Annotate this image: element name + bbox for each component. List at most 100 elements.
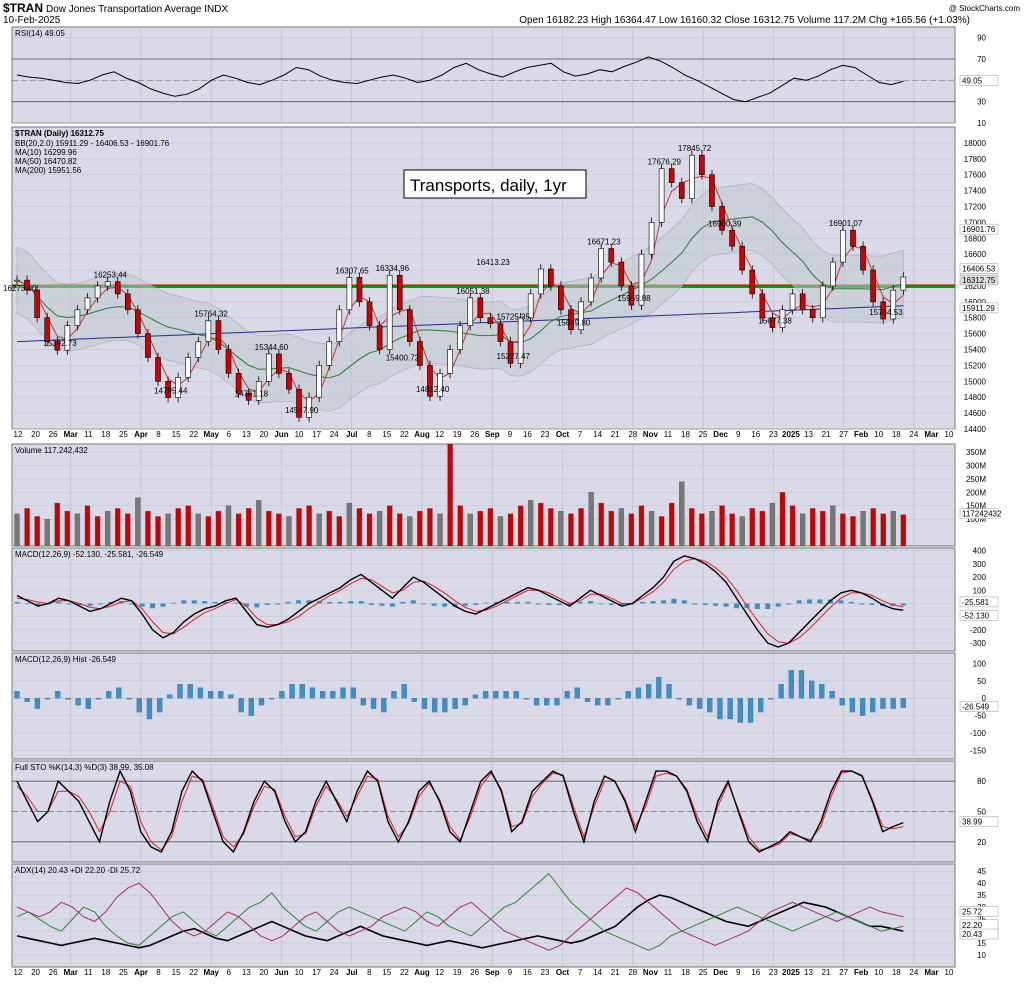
- macd-hist-bar: [625, 691, 631, 699]
- macd-hist-bar: [279, 691, 285, 699]
- x-tick-label: 18: [892, 430, 901, 439]
- volume-bar: [598, 502, 604, 547]
- macd-hist-bar: [692, 603, 698, 605]
- candle-body: [407, 309, 413, 342]
- price-right-label-box: [959, 274, 999, 286]
- candle-body: [467, 297, 474, 326]
- y-tick-label: 14600: [964, 409, 987, 418]
- y-tick-label: 200M: [966, 488, 986, 497]
- x-tick-label: 20: [259, 968, 268, 977]
- macd-hist-bar: [754, 603, 760, 610]
- candle-body: [94, 285, 101, 299]
- macd-hist-bar: [400, 601, 406, 604]
- macd-hist-bar: [299, 684, 305, 699]
- x-tick-label: Feb: [854, 430, 868, 439]
- volume-bar: [517, 505, 524, 547]
- macd-hist-bar: [494, 601, 500, 604]
- y-tick-label: 40: [977, 879, 986, 888]
- candle-body: [245, 392, 252, 401]
- volume-bar: [588, 492, 594, 547]
- price-value-label: 15392.73: [43, 339, 77, 348]
- macd-hist-bar: [796, 600, 802, 604]
- volume-bar: [24, 508, 30, 547]
- candle-body: [749, 269, 756, 295]
- y-tick-label: 400: [973, 547, 987, 556]
- x-tick-label: 28: [628, 968, 637, 977]
- x-tick-label: 15: [382, 430, 391, 439]
- macd-hist-bar: [504, 601, 510, 604]
- x-tick-label: Jun: [274, 968, 288, 977]
- price-value-label: 16413.23: [476, 258, 510, 267]
- candle-body: [135, 309, 141, 334]
- macd-hist-bar: [254, 603, 260, 608]
- x-tick-label: 12: [14, 968, 23, 977]
- volume-bar: [719, 505, 725, 547]
- macd-hist-bar: [556, 603, 562, 606]
- candle-body: [900, 276, 907, 291]
- macd-hist-bar: [713, 603, 719, 606]
- x-tick-label: 15: [382, 968, 391, 977]
- y-tick-label: 17400: [964, 187, 987, 196]
- candle-body: [709, 174, 715, 207]
- adx-series-line: [16, 894, 904, 949]
- macd-hist-bar: [181, 600, 187, 604]
- volume-bar: [407, 516, 413, 547]
- bollinger-band: [16, 183, 904, 412]
- macd-hist-bar: [829, 691, 835, 699]
- volume-bar: [648, 510, 655, 547]
- candle-body: [396, 274, 403, 311]
- macd-hist-bar: [676, 698, 682, 700]
- y-tick-label: 30: [977, 98, 986, 107]
- macd-hist-bar: [650, 601, 656, 604]
- macd-hist-bar: [150, 603, 156, 609]
- macd-hist-bar: [177, 684, 183, 699]
- candle-body: [286, 373, 292, 390]
- price-title: $TRAN (Daily) 16312.75: [15, 129, 104, 138]
- x-tick-label: 26: [49, 430, 58, 439]
- volume-bar: [54, 502, 60, 547]
- price-right-label-box: [959, 263, 999, 274]
- macd-hist-bar: [605, 698, 611, 706]
- y-tick-label: -300: [970, 639, 987, 648]
- x-tick-label: Feb: [854, 968, 868, 977]
- price-value-label: 16253.44: [94, 271, 128, 280]
- volume-bar: [900, 514, 906, 547]
- x-tick-label: Mar: [924, 430, 938, 439]
- date-label: 10-Feb-2025: [3, 15, 61, 26]
- volume-bar: [34, 516, 40, 547]
- price-value-label: 17676.29: [648, 158, 682, 167]
- x-tick-label: Jul: [346, 430, 358, 439]
- x-tick-label: 19: [453, 968, 462, 977]
- macd-hist-bar: [370, 698, 377, 709]
- annotation-box: [403, 169, 587, 199]
- symbol-label: $TRAN: [3, 1, 43, 15]
- volume-bar: [256, 500, 262, 547]
- macd-hist-bar: [525, 601, 531, 604]
- x-tick-label: 16: [751, 968, 760, 977]
- macd-hist-bar: [391, 691, 397, 699]
- macd-value-label-box: [959, 610, 999, 621]
- volume-bar: [165, 513, 171, 547]
- macd-hist-bar: [442, 603, 448, 607]
- price-value-label: 14812.40: [416, 385, 450, 394]
- macd-hist-bar: [473, 603, 479, 606]
- x-tick-label: 25: [699, 968, 708, 977]
- symbol-name-label: Dow Jones Transportation Average INDX: [46, 4, 228, 15]
- volume-bar: [155, 516, 161, 547]
- candle-body: [729, 230, 735, 247]
- candle-body: [870, 269, 876, 303]
- x-tick-label: 12: [14, 430, 23, 439]
- macd-hist-bar: [452, 698, 458, 709]
- x-tick-label: Dec: [713, 430, 728, 439]
- x-tick-label: 21: [822, 430, 831, 439]
- macd-hist-bar: [819, 684, 825, 699]
- macd-hist-bar: [661, 600, 667, 604]
- volume-bar: [427, 508, 433, 547]
- volume-bar: [467, 513, 473, 547]
- volume-bar: [316, 513, 322, 547]
- x-tick-label: 25: [699, 430, 708, 439]
- x-tick-label: 24: [909, 430, 918, 439]
- price-legend-entry: MA(50) 16470.82: [15, 157, 77, 166]
- volume-bar: [850, 516, 856, 547]
- macd-hist-bar: [640, 601, 646, 604]
